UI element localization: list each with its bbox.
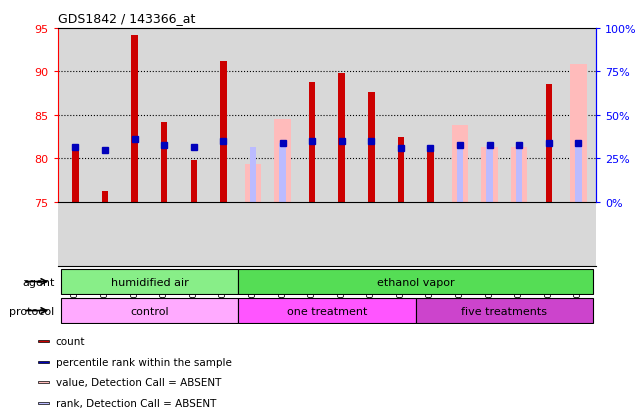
Bar bbox=[545, 85, 552, 202]
Bar bbox=[161, 123, 167, 202]
Bar bbox=[220, 62, 227, 202]
Text: rank, Detection Call = ABSENT: rank, Detection Call = ABSENT bbox=[56, 398, 216, 408]
Bar bbox=[309, 83, 315, 202]
Bar bbox=[38, 361, 49, 363]
Bar bbox=[250, 148, 256, 202]
Text: percentile rank within the sample: percentile rank within the sample bbox=[56, 357, 231, 367]
Bar bbox=[570, 65, 587, 202]
Bar bbox=[38, 382, 49, 383]
Bar bbox=[102, 191, 108, 202]
Bar bbox=[338, 74, 345, 202]
Text: one treatment: one treatment bbox=[287, 306, 367, 316]
Text: protocol: protocol bbox=[9, 306, 54, 316]
Bar bbox=[61, 299, 238, 323]
Text: count: count bbox=[56, 336, 85, 346]
Text: GDS1842 / 143366_at: GDS1842 / 143366_at bbox=[58, 12, 195, 25]
Bar bbox=[427, 149, 434, 202]
Text: ethanol vapor: ethanol vapor bbox=[377, 277, 454, 287]
Bar bbox=[238, 270, 593, 294]
Bar bbox=[511, 148, 528, 202]
Text: agent: agent bbox=[22, 277, 54, 287]
Bar bbox=[38, 402, 49, 404]
Bar bbox=[245, 165, 261, 202]
Bar bbox=[481, 148, 498, 202]
Bar bbox=[238, 299, 415, 323]
Bar bbox=[415, 299, 593, 323]
Bar bbox=[38, 340, 49, 342]
Text: value, Detection Call = ABSENT: value, Detection Call = ABSENT bbox=[56, 377, 221, 387]
Bar bbox=[190, 161, 197, 202]
Bar bbox=[397, 137, 404, 202]
Bar bbox=[452, 126, 468, 202]
Bar bbox=[274, 120, 290, 202]
Text: five treatments: five treatments bbox=[462, 306, 547, 316]
Bar bbox=[516, 146, 522, 202]
Bar bbox=[487, 146, 493, 202]
Bar bbox=[575, 143, 581, 202]
Bar bbox=[279, 143, 286, 202]
Bar bbox=[368, 93, 374, 202]
Bar bbox=[131, 36, 138, 202]
Text: humidified air: humidified air bbox=[110, 277, 188, 287]
Text: control: control bbox=[130, 306, 169, 316]
Bar bbox=[457, 146, 463, 202]
Bar bbox=[61, 270, 238, 294]
Bar bbox=[72, 149, 79, 202]
